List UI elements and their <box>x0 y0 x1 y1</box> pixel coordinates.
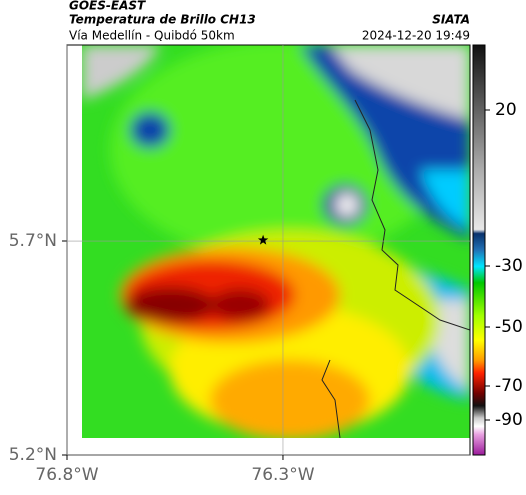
lon-tick-label: 76.8°W <box>35 465 98 485</box>
lat-tick-label: 5.7°N <box>9 231 57 251</box>
colorbar-tick-label: -70 <box>495 376 523 396</box>
location-marker <box>257 234 269 245</box>
colorbar-tick-label: -30 <box>495 256 523 276</box>
colorbar-tick-label: -50 <box>495 317 523 337</box>
lon-tick-label: 76.3°W <box>251 465 314 485</box>
header: GOES-EAST Temperatura de Brillo CH13 Vía… <box>69 0 470 43</box>
colorbar-tick-label: 20 <box>495 100 517 120</box>
source: SIATA <box>432 13 470 27</box>
lat-tick-label: 5.2°N <box>9 445 57 465</box>
subtitle: Temperatura de Brillo CH13 <box>69 13 256 27</box>
timestamp: 2024-12-20 19:49 <box>362 29 470 43</box>
title: GOES-EAST <box>69 0 146 13</box>
brightness-field <box>82 45 470 438</box>
colorbar <box>472 44 486 456</box>
colorbar-tick-label: -90 <box>495 410 523 430</box>
route: Vía Medellín - Quibdó 50km <box>69 29 235 43</box>
